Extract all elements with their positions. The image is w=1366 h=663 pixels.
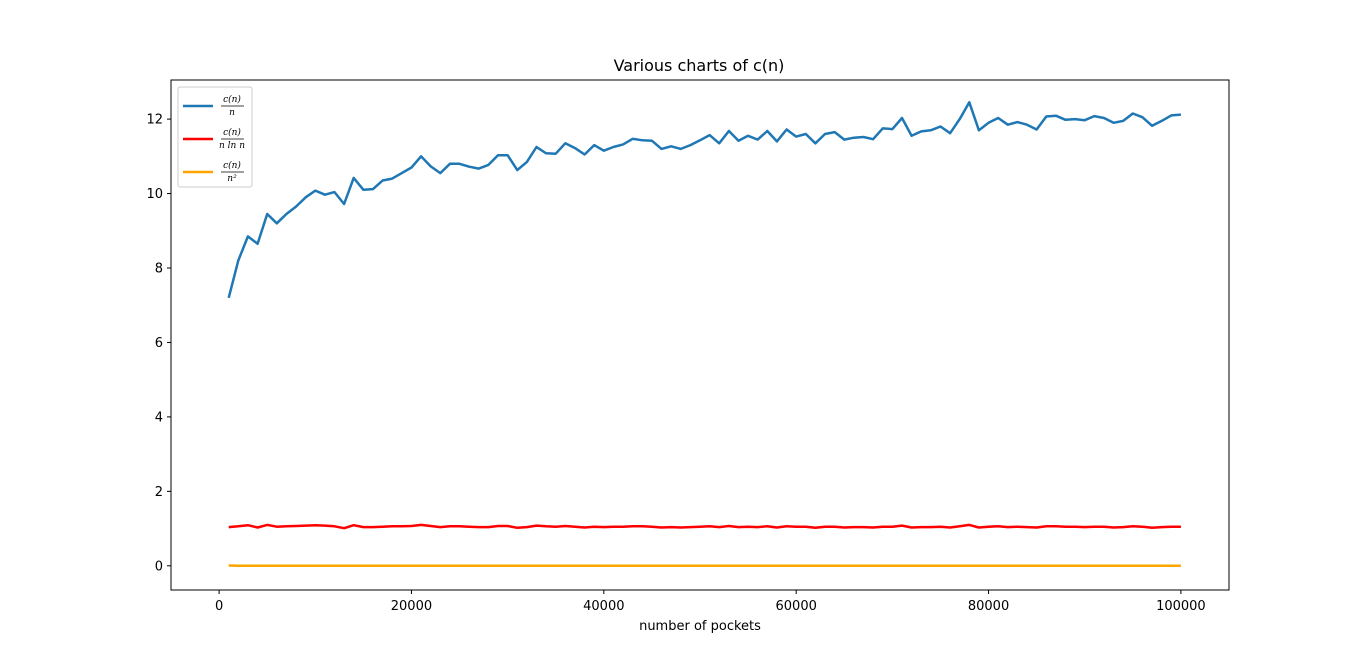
y-tick-label: 12 [146,113,163,128]
x-tick-label: 80000 [968,599,1009,614]
x-tick-label: 100000 [1156,599,1206,614]
series-line-2 [228,523,1181,530]
y-tick-label: 8 [155,261,163,276]
x-tick-label: 0 [215,599,223,614]
y-tick-label: 6 [155,336,163,351]
y-tick-label: 4 [155,410,163,425]
y-tick-label: 2 [155,485,163,500]
y-tick-label: 0 [155,559,163,574]
legend-denominator-2: n ln n [219,141,245,151]
legend-denominator-3: n² [227,174,237,184]
legend-numerator-2: c(n) [223,127,241,138]
chart-title: Various charts of c(n) [614,56,785,75]
x-axis: 0 20000 40000 60000 80000 100000 [215,590,1206,614]
x-tick-label: 40000 [583,599,624,614]
series-layer [227,101,1182,568]
x-tick-label: 20000 [391,599,432,614]
legend-numerator-3: c(n) [223,160,241,171]
x-tick-label: 60000 [776,599,817,614]
series-line-1 [227,101,1182,299]
legend-numerator-1: c(n) [223,94,241,105]
plot-frame [170,79,1230,591]
legend: c(n) n c(n) n ln n c(n) n² [177,86,253,188]
legend-denominator-1: n [229,108,235,118]
y-tick-label: 10 [146,187,163,202]
y-axis: 0 2 4 6 8 10 12 [146,113,171,574]
x-axis-label: number of pockets [639,619,761,634]
legend-frame [177,86,253,188]
